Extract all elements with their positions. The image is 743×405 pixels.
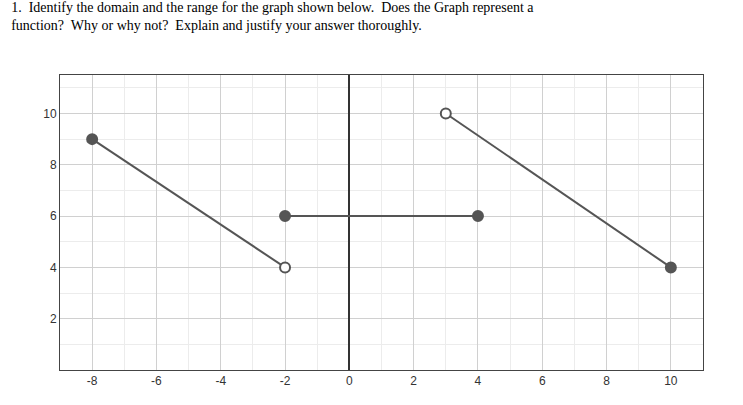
svg-text:6: 6: [539, 374, 546, 388]
svg-text:2: 2: [50, 312, 57, 326]
svg-text:10: 10: [664, 374, 678, 388]
svg-text:-2: -2: [280, 374, 291, 388]
svg-text:6: 6: [50, 209, 57, 223]
svg-text:10: 10: [43, 107, 57, 121]
svg-text:4: 4: [475, 374, 482, 388]
svg-text:4: 4: [50, 261, 57, 275]
svg-text:2: 2: [410, 374, 417, 388]
svg-text:-4: -4: [215, 374, 226, 388]
svg-text:0: 0: [346, 374, 353, 388]
svg-text:-6: -6: [151, 374, 162, 388]
svg-text:8: 8: [50, 158, 57, 172]
svg-text:8: 8: [603, 374, 610, 388]
svg-text:1. Identify the domain and th: 1. Identify the domain and the range for…: [11, 0, 534, 33]
svg-text:-8: -8: [87, 374, 98, 388]
